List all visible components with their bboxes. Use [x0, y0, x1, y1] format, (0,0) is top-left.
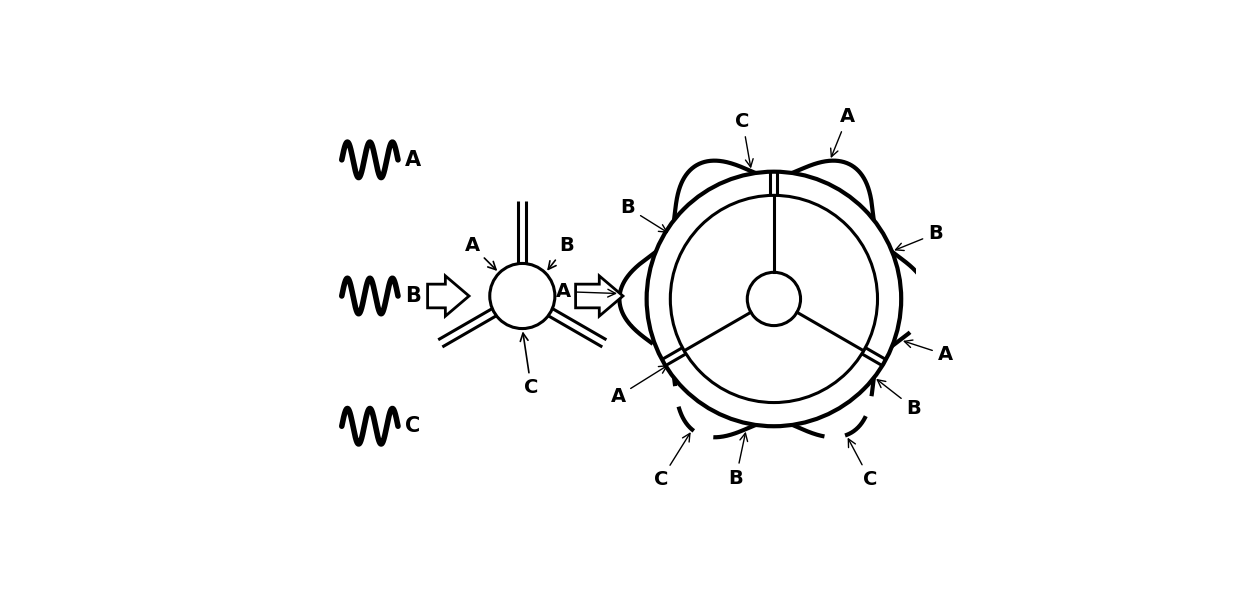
Text: B: B	[621, 198, 667, 232]
Text: C: C	[848, 439, 877, 489]
Polygon shape	[575, 276, 622, 316]
Text: A: A	[465, 236, 496, 270]
Circle shape	[490, 263, 554, 329]
Polygon shape	[428, 276, 469, 316]
Text: A: A	[831, 107, 856, 157]
Text: B: B	[877, 379, 921, 417]
Text: A: A	[556, 282, 615, 301]
Text: C: C	[521, 333, 538, 397]
Text: C: C	[653, 433, 689, 490]
Text: B: B	[895, 224, 942, 250]
Circle shape	[748, 272, 801, 326]
Text: A: A	[405, 150, 422, 170]
Text: A: A	[904, 340, 952, 364]
Text: B: B	[548, 236, 574, 269]
Circle shape	[671, 195, 878, 403]
Text: C: C	[735, 112, 753, 167]
Text: B: B	[728, 433, 748, 488]
Text: B: B	[405, 286, 420, 306]
Text: A: A	[610, 366, 667, 406]
Circle shape	[646, 172, 901, 426]
Text: C: C	[405, 416, 420, 436]
